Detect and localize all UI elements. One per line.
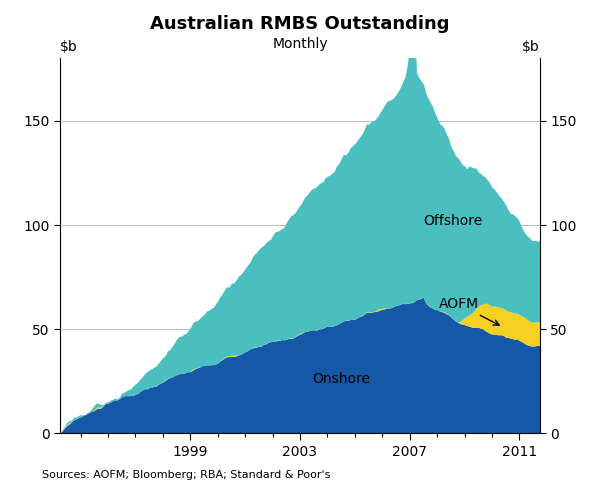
Text: Offshore: Offshore xyxy=(424,214,482,228)
Text: $b: $b xyxy=(60,40,78,54)
Text: Monthly: Monthly xyxy=(272,37,328,51)
Text: Australian RMBS Outstanding: Australian RMBS Outstanding xyxy=(150,15,450,33)
Text: AOFM: AOFM xyxy=(439,297,499,325)
Text: Sources: AOFM; Bloomberg; RBA; Standard & Poor's: Sources: AOFM; Bloomberg; RBA; Standard … xyxy=(42,469,331,480)
Text: Onshore: Onshore xyxy=(312,372,370,386)
Text: $b: $b xyxy=(522,40,540,54)
